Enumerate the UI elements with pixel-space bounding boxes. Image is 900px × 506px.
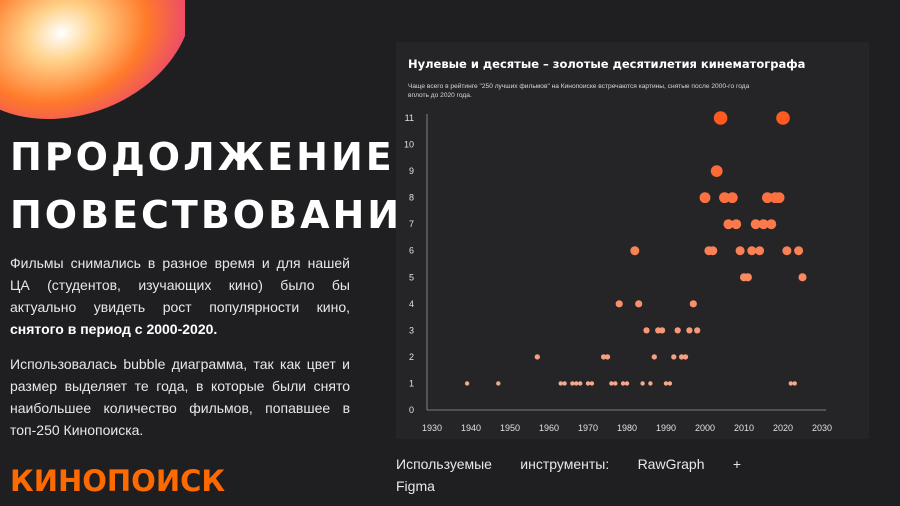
x-tick-label: 1990: [656, 423, 676, 433]
bubble-point: [604, 354, 611, 360]
bubble-point: [719, 192, 730, 204]
bubble-point: [792, 381, 797, 386]
y-tick-label: 10: [404, 140, 414, 150]
y-tick-label: 6: [409, 246, 414, 256]
bubble-point: [663, 381, 669, 386]
kinopoisk-logo: КИНОПОИСК: [10, 464, 226, 498]
paragraph-audience-highlight: снятого в период с 2000-2020.: [10, 321, 218, 337]
y-tick-label: 11: [405, 113, 414, 123]
bubble-point: [574, 381, 579, 386]
paragraph-method: Использовалась bubble диаграмма, так как…: [10, 356, 350, 438]
y-tick-label: 5: [409, 272, 414, 282]
x-tick-label: 2010: [734, 423, 754, 433]
bubble-point: [640, 381, 645, 386]
bubble-point: [648, 381, 653, 386]
decorative-gradient-shape: [0, 0, 185, 119]
bubble-point: [747, 246, 757, 256]
bubble-point: [723, 219, 734, 230]
headline-line-2: повествования: [10, 193, 435, 237]
bubble-point: [758, 219, 769, 230]
bubble-point: [755, 246, 765, 256]
bubble-point: [589, 381, 595, 386]
bubble-point: [630, 246, 640, 256]
bubble-point: [788, 381, 793, 386]
x-tick-label: 1980: [617, 423, 637, 433]
paragraph-audience-text: Фильмы снимались в разное время и для на…: [10, 255, 350, 315]
bubble-point: [761, 192, 773, 204]
bubble-point: [496, 381, 501, 386]
tools-line-1: Используемые инструменты: RawGraph +: [396, 456, 741, 472]
bubble-point: [613, 381, 618, 386]
bubble-point: [562, 381, 567, 386]
bubble-point: [710, 165, 723, 177]
y-tick-label: 4: [409, 299, 414, 309]
bubble-point: [558, 381, 563, 386]
bubble-point: [766, 219, 777, 230]
bubble-point: [682, 354, 689, 360]
bubble-chart: Нулевые и десятые – золотые десятилетия …: [404, 57, 832, 433]
bubble-point: [726, 192, 738, 204]
chart-title: Нулевые и десятые – золотые десятилетия …: [408, 57, 805, 71]
bubble-point: [578, 381, 583, 386]
bubble-point: [671, 354, 677, 360]
bubble-point: [750, 219, 761, 230]
y-tick-label: 0: [409, 405, 414, 415]
bubble-point: [743, 273, 752, 282]
y-tick-label: 1: [409, 378, 414, 388]
bubble-point: [699, 192, 711, 204]
bubble-point: [689, 300, 697, 308]
x-tick-label: 1970: [578, 423, 598, 433]
bubble-point: [658, 327, 666, 334]
x-tick-label: 2030: [812, 423, 832, 433]
bubble-point: [643, 327, 650, 334]
bubble-point: [667, 381, 673, 386]
bubble-point: [464, 381, 470, 386]
x-tick-label: 2000: [695, 423, 715, 433]
headline-line-1: Продолжение: [10, 135, 395, 179]
bubble-point: [635, 300, 643, 308]
y-tick-label: 3: [409, 325, 414, 335]
x-tick-label: 1950: [500, 423, 520, 433]
x-tick-label: 1960: [539, 423, 559, 433]
bubble-point: [620, 381, 626, 386]
bubble-point: [686, 327, 693, 334]
bubble-point: [798, 273, 807, 282]
bubble-point: [731, 219, 742, 230]
bubble-point: [585, 381, 591, 386]
bubble-point: [773, 192, 785, 204]
bubble-point: [534, 354, 540, 360]
bubble-point: [794, 246, 804, 256]
x-tick-label: 2020: [773, 423, 793, 433]
y-tick-label: 7: [409, 219, 414, 229]
y-tick-label: 9: [409, 166, 414, 176]
bubble-point: [674, 327, 681, 334]
chart-panel: Нулевые и десятые – золотые десятилетия …: [396, 42, 869, 439]
bubble-point: [609, 381, 614, 386]
bubble-point: [624, 381, 630, 386]
bubble-point: [615, 300, 623, 308]
chart-subtitle-line-1: Чаще всего в рейтинге "250 лучших фильмо…: [408, 82, 750, 90]
bubble-point: [713, 111, 728, 125]
y-tick-label: 8: [409, 193, 414, 203]
bubble-point: [600, 354, 607, 360]
slide-headline: Продолжение повествования: [10, 128, 434, 244]
bubble-point: [782, 246, 792, 256]
y-tick-label: 2: [409, 352, 414, 362]
x-tick-label: 1940: [461, 423, 481, 433]
chart-subtitle-line-2: вплоть до 2020 года.: [408, 92, 472, 99]
bubble-point: [678, 354, 685, 360]
bubble-point: [735, 246, 745, 256]
bubble-point: [570, 381, 575, 386]
bubble-point: [776, 111, 790, 125]
x-tick-label: 1930: [422, 423, 442, 433]
tools-line-2: Figma: [396, 478, 435, 494]
bubble-point: [694, 327, 701, 334]
paragraph-audience: Фильмы снимались в разное время и для на…: [10, 252, 350, 340]
bubble-point: [651, 354, 657, 360]
bubble-point: [708, 246, 718, 256]
